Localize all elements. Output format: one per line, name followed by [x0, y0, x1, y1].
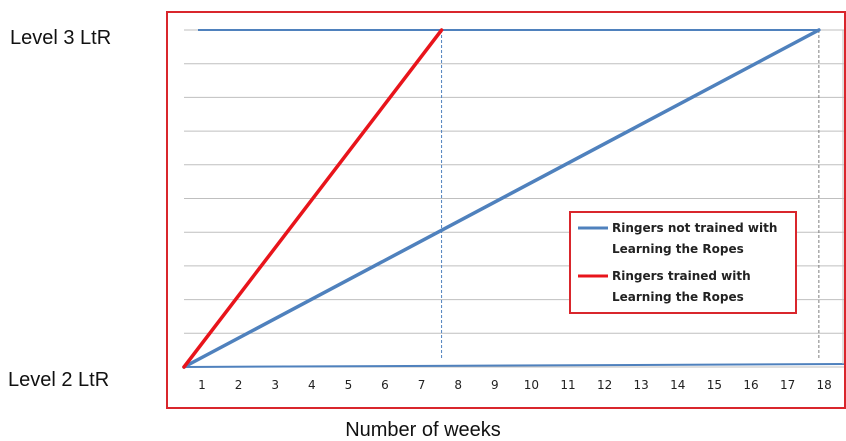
- grid-layer: [183, 29, 846, 368]
- x-tick-label: 2: [235, 378, 243, 392]
- x-tick-label: 16: [743, 378, 758, 392]
- legend-label-not-trained-line2: Learning the Ropes: [612, 242, 744, 256]
- x-tick-label: 6: [381, 378, 389, 392]
- x-tick-label: 7: [418, 378, 426, 392]
- x-tick-labels: 1 2 3 4 5 6 7 8 9 10 11 12 13 14 15 16 17 18: [198, 378, 832, 392]
- x-tick-label: 15: [707, 378, 722, 392]
- x-tick-label: 18: [817, 378, 832, 392]
- x-tick-label: 5: [345, 378, 353, 392]
- x-tick-label: 4: [308, 378, 316, 392]
- drop-lines: [441, 30, 820, 360]
- x-tick-label: 8: [454, 378, 462, 392]
- x-tick-label: 10: [524, 378, 539, 392]
- plot-frame: [166, 11, 846, 409]
- legend-label-trained-line2: Learning the Ropes: [612, 290, 744, 304]
- x-tick-label: 3: [271, 378, 279, 392]
- x-axis-label: Number of weeks: [345, 419, 501, 441]
- legend-label-not-trained-line1: Ringers not trained with: [612, 221, 777, 235]
- legend-label-trained-line1: Ringers trained with: [612, 269, 751, 283]
- legend: Ringers not trained with Learning the Ro…: [569, 211, 797, 314]
- y-label-level-3: Level 3 LtR: [10, 27, 111, 49]
- x-tick-label: 9: [491, 378, 499, 392]
- x-tick-label: 12: [597, 378, 612, 392]
- series-layer: [182, 28, 821, 369]
- level-2-reference-line: [183, 363, 846, 368]
- x-tick-label: 17: [780, 378, 795, 392]
- y-label-level-2: Level 2 LtR: [8, 369, 109, 391]
- x-tick-label: 1: [198, 378, 206, 392]
- x-tick-label: 14: [670, 378, 685, 392]
- series-line: [182, 28, 444, 369]
- x-tick-label: 11: [560, 378, 575, 392]
- series-line: [182, 28, 821, 369]
- x-tick-label: 13: [634, 378, 649, 392]
